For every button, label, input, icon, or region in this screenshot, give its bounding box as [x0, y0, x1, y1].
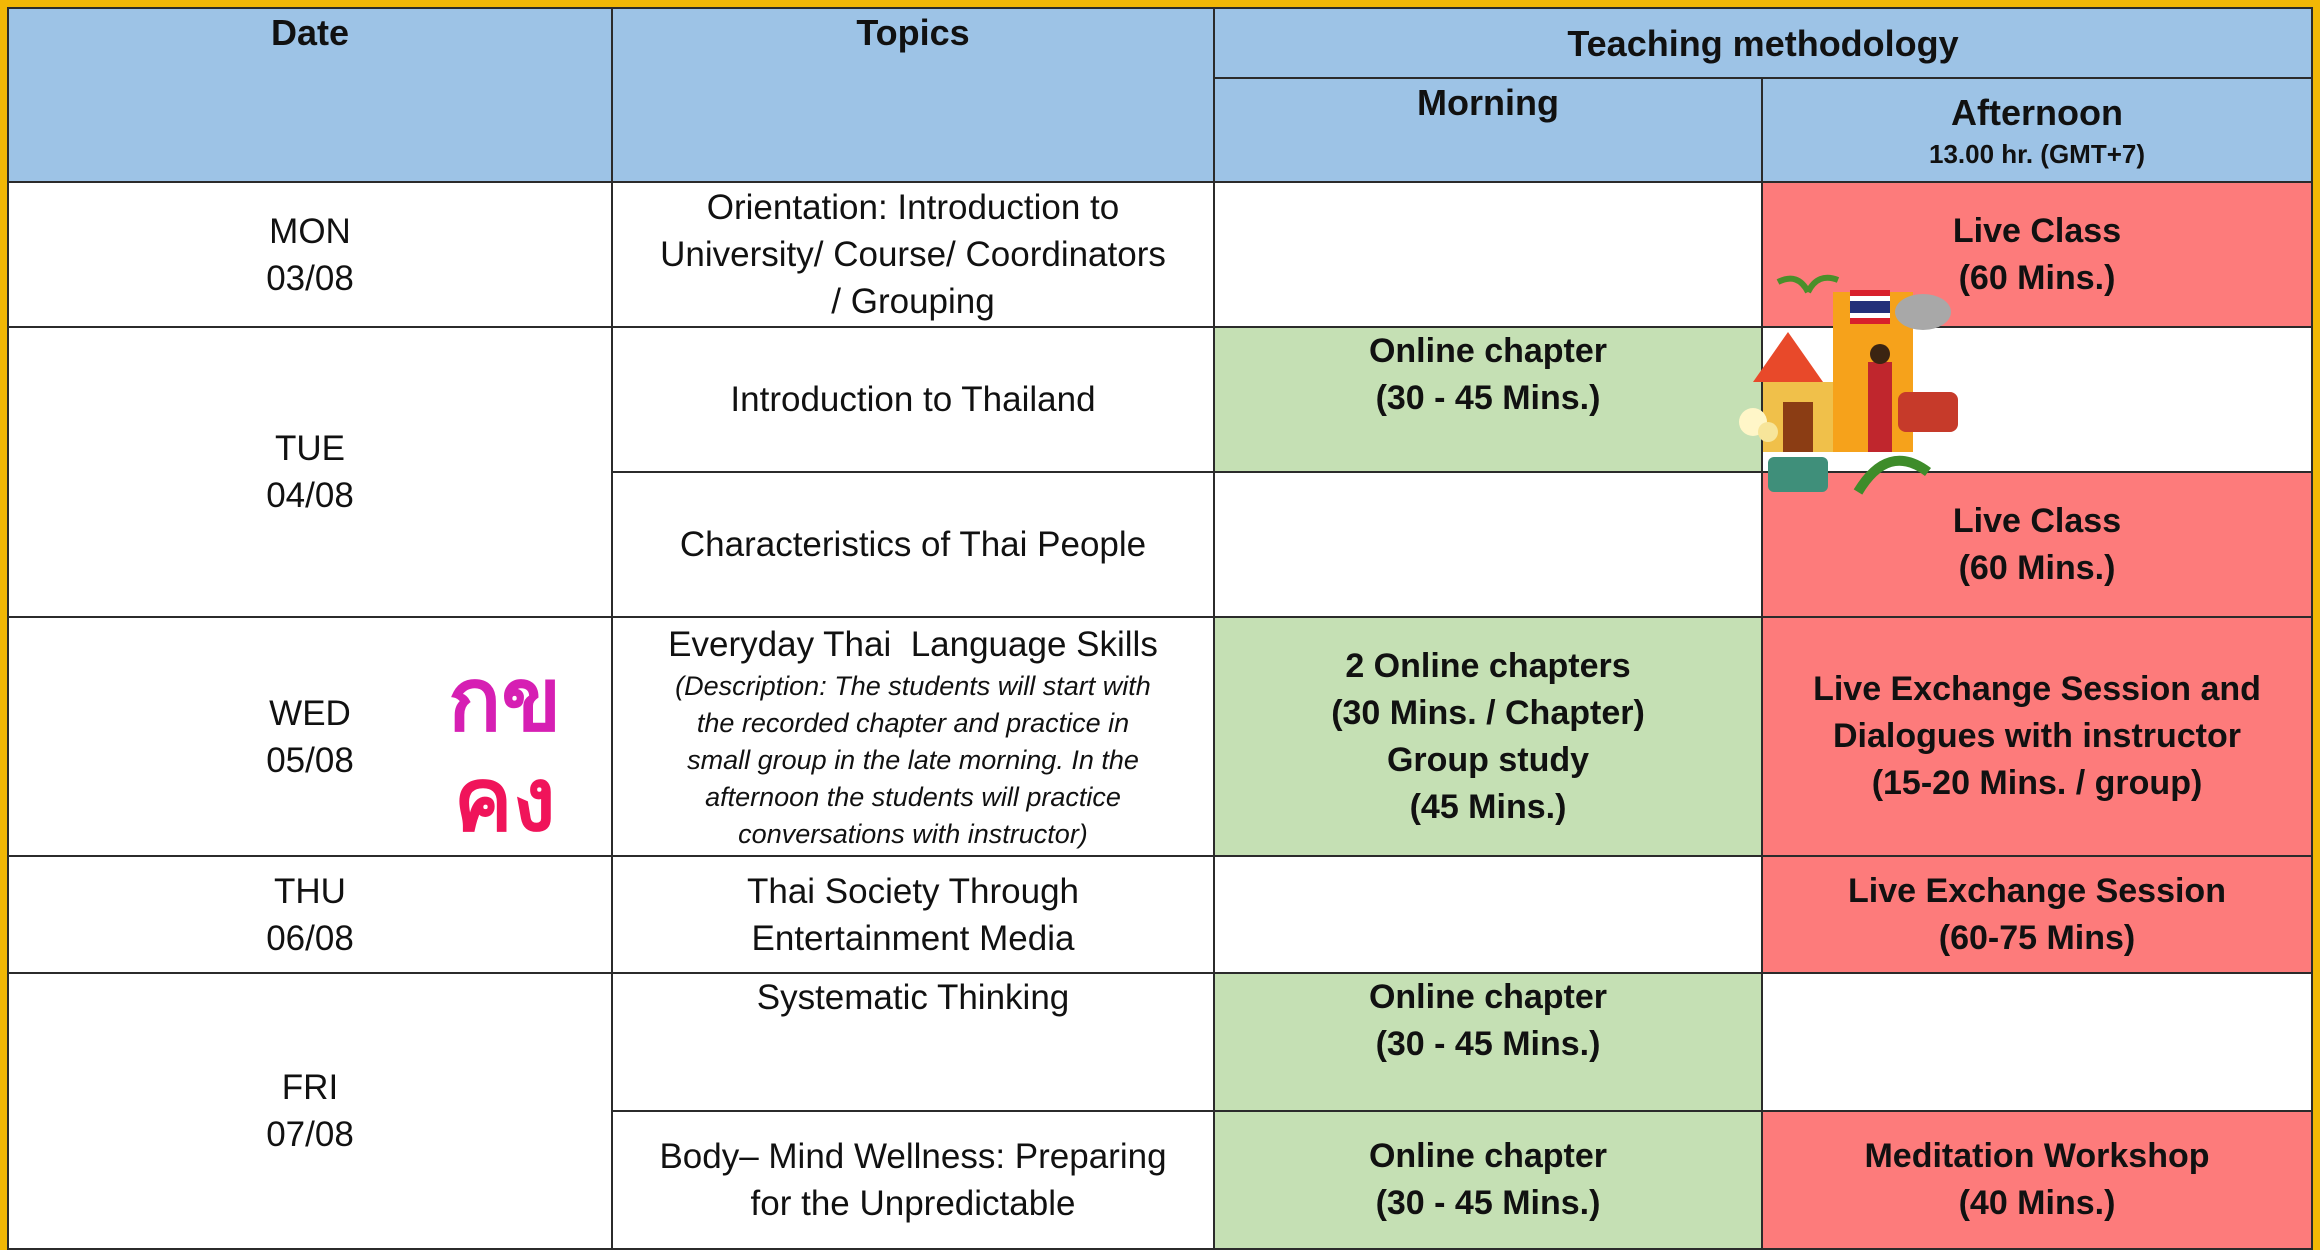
- cell-text: Entertainment Media: [751, 918, 1075, 958]
- cell-text: (Description: The students will start wi…: [675, 670, 1151, 701]
- cell-text: Dialogues with instructor: [1832, 717, 2242, 755]
- cell-text: WED: [269, 693, 351, 733]
- table-cell: Meditation Workshop (40 Mins.): [1761, 1110, 2313, 1250]
- cell-text: University/ Course/ Coordinators: [660, 235, 1166, 274]
- table-cell: Online chapter (30 - 45 Mins.): [1213, 1110, 1763, 1250]
- thai-letters: กข คง: [448, 650, 561, 850]
- cell-text: / Grouping: [831, 282, 995, 321]
- thai-letters-line: กข: [448, 648, 562, 751]
- table-cell: THU 06/08: [7, 855, 613, 974]
- cell-text: Live Class: [1952, 211, 2122, 250]
- cell-text: Live Exchange Session: [1848, 871, 2226, 910]
- cell-text: 07/08: [266, 1115, 354, 1154]
- cell-text: Online chapter: [1368, 978, 1608, 1016]
- table-cell: Topics: [611, 7, 1215, 183]
- table-cell: Everyday Thai Language Skills (Descriptio…: [611, 616, 1215, 857]
- cell-text: Afternoon: [1951, 91, 2123, 133]
- table-cell: Live Exchange Session and Dialogues with …: [1761, 616, 2313, 857]
- cell-text: Date: [270, 12, 350, 53]
- table-cell: Body– Mind Wellness: Preparing for the Un…: [611, 1110, 1215, 1250]
- table-cell: Thai Society Through Entertainment Media: [611, 855, 1215, 974]
- cell-text: 04/08: [266, 476, 354, 515]
- cell-text: THU: [274, 871, 346, 911]
- cell-text: Everyday Thai Language Skills: [668, 624, 1158, 664]
- cell-text: afternoon the students will practice: [705, 781, 1121, 812]
- table-cell: MON 03/08: [7, 181, 613, 328]
- table-cell: Characteristics of Thai People: [611, 471, 1215, 618]
- table-cell: Systematic Thinking: [611, 972, 1215, 1112]
- cell-text: Group study: [1386, 740, 1590, 779]
- table-cell: FRI 07/08: [7, 972, 613, 1250]
- cell-text: (60 Mins.): [1958, 258, 2116, 297]
- cell-text: FRI: [281, 1068, 339, 1107]
- table-cell: 2 Online chapters (30 Mins. / Chapter) Gro…: [1213, 616, 1763, 857]
- cell-text: (60 Mins.): [1958, 548, 2116, 587]
- cell-text: Live Exchange Session and: [1813, 670, 2261, 708]
- cell-text: (30 Mins. / Chapter): [1331, 693, 1645, 732]
- cell-text: for the Unpredictable: [750, 1184, 1076, 1223]
- cell-text: the recorded chapter and practice in: [696, 707, 1130, 738]
- cell-text: Topics: [856, 12, 970, 53]
- cell-text: Teaching methodology: [1567, 22, 1959, 64]
- cell-text: Live Class: [1952, 501, 2122, 540]
- table-cell: Live Exchange Session (60-75 Mins): [1761, 855, 2313, 974]
- table-cell: Orientation: Introduction to University/ …: [611, 181, 1215, 328]
- thai-letters-line: คง: [453, 748, 556, 851]
- cell-text: Online chapter: [1368, 1137, 1608, 1175]
- cell-text: Systematic Thinking: [756, 978, 1070, 1017]
- cell-text: Characteristics of Thai People: [679, 525, 1147, 564]
- table-cell: Live Class (60 Mins.): [1761, 181, 2313, 328]
- table-cell: [1213, 181, 1763, 328]
- cell-text: 13.00 hr. (GMT+7): [1928, 138, 2146, 169]
- cell-text: (30 - 45 Mins.): [1375, 1184, 1601, 1222]
- cell-text: small group in the late morning. In the: [687, 744, 1139, 775]
- table-cell: [1213, 471, 1763, 618]
- cell-text: Introduction to Thailand: [730, 380, 1096, 419]
- cell-text: Online chapter: [1368, 332, 1608, 370]
- table-cell: Afternoon 13.00 hr. (GMT+7): [1761, 77, 2313, 183]
- table-cell: Date: [7, 7, 613, 183]
- table-cell: Teaching methodology: [1213, 7, 2313, 79]
- cell-text: 05/08: [266, 740, 354, 780]
- table-cell: Introduction to Thailand: [611, 326, 1215, 473]
- cell-text: 2 Online chapters: [1345, 646, 1631, 685]
- cell-text: (15-20 Mins. / group): [1871, 764, 2203, 802]
- cell-text: 03/08: [266, 258, 354, 298]
- cell-text: Morning: [1417, 82, 1559, 123]
- table-cell: Online chapter (30 - 45 Mins.): [1213, 972, 1763, 1112]
- cell-text: MON: [269, 211, 351, 251]
- table-cell: [1761, 972, 2313, 1112]
- cell-text: Meditation Workshop: [1864, 1137, 2210, 1175]
- cell-text: (30 - 45 Mins.): [1375, 379, 1601, 417]
- table-cell: Online chapter (30 - 45 Mins.): [1213, 326, 1763, 473]
- table-cell: [1213, 855, 1763, 974]
- table-cell: WED 05/08: [7, 616, 613, 857]
- table-cell: Live Class (60 Mins.): [1761, 471, 2313, 618]
- table-cell: TUE 04/08: [7, 326, 613, 618]
- cell-text: (45 Mins.): [1409, 787, 1567, 826]
- cell-text: (30 - 45 Mins.): [1375, 1025, 1601, 1063]
- cell-text: Body– Mind Wellness: Preparing: [659, 1137, 1167, 1176]
- cell-text: (60-75 Mins): [1938, 918, 2136, 957]
- table-cell: Morning: [1213, 77, 1763, 183]
- cell-text: Orientation: Introduction to: [706, 188, 1120, 227]
- cell-text: Thai Society Through: [746, 871, 1080, 911]
- thailand-illustration: [1739, 274, 1958, 495]
- cell-text: TUE: [275, 429, 345, 468]
- cell-text: conversations with instructor): [738, 818, 1088, 849]
- cell-text: 06/08: [266, 918, 354, 958]
- cell-text: (40 Mins.): [1958, 1184, 2116, 1222]
